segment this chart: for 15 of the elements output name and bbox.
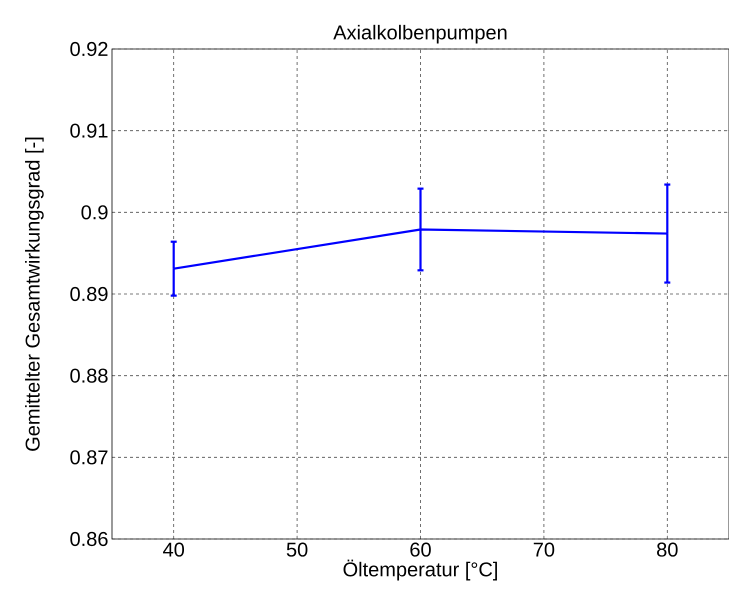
y-tick-label: 0.89 bbox=[70, 286, 108, 302]
y-tick-label: 0.86 bbox=[70, 532, 108, 546]
x-tick-label: 70 bbox=[534, 542, 554, 557]
y-tick-label: 0.87 bbox=[70, 450, 108, 464]
y-axis-title: Gemittelter Gesamtwirkungsgrad [-] bbox=[25, 138, 44, 451]
x-tick-label: 40 bbox=[163, 542, 184, 557]
x-tick-label: 50 bbox=[286, 542, 308, 557]
y-tick-label: 0.88 bbox=[70, 368, 108, 383]
x-tick-label: 80 bbox=[657, 542, 678, 557]
x-tick-label: 60 bbox=[410, 542, 431, 557]
chart-title: Axialkolbenpumpen bbox=[333, 24, 506, 44]
y-tick-label: 0.9 bbox=[81, 205, 108, 220]
x-axis-title: Öltemperatur [°C] bbox=[344, 560, 497, 580]
y-tick-label: 0.91 bbox=[70, 124, 108, 138]
y-tick-label: 0.92 bbox=[70, 42, 108, 56]
